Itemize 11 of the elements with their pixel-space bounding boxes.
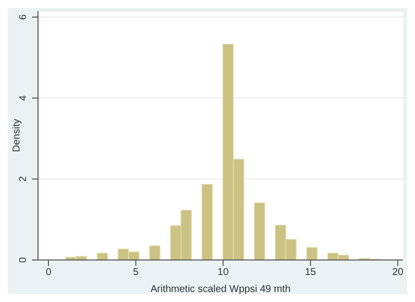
x-tick-label: 10 bbox=[218, 267, 230, 278]
x-tick-label: 20 bbox=[392, 267, 404, 278]
y-tick-label: 4 bbox=[18, 94, 29, 101]
x-tick-label: 0 bbox=[46, 267, 52, 278]
x-tick-label: 5 bbox=[133, 267, 140, 278]
y-tick-label: 0 bbox=[18, 256, 29, 263]
x-axis-title: Arithmetic scaled Wppsi 49 mth bbox=[150, 284, 291, 295]
y-tick-label: 2 bbox=[18, 176, 29, 182]
x-tick-label: 15 bbox=[304, 267, 316, 278]
y-tick-label: 6 bbox=[18, 14, 29, 20]
y-axis-title: Density bbox=[12, 118, 23, 152]
